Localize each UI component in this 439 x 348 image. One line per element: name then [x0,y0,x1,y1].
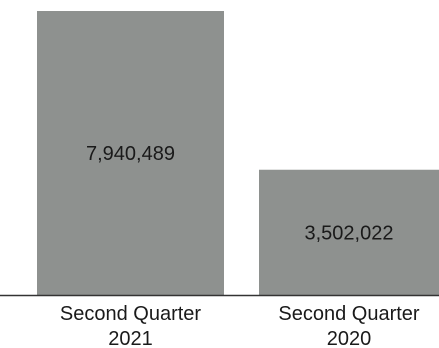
bar-1 [259,169,439,295]
bar-value-label-0: 7,940,489 [86,143,175,165]
bar-0 [37,11,224,295]
category-label-1-line-0: Second Quarter [278,303,420,325]
category-label-0-line-1: 2021 [108,328,153,348]
bar-value-label-1: 3,502,022 [305,222,394,244]
category-label-0-line-0: Second Quarter [60,303,202,325]
category-label-1-line-1: 2020 [327,328,372,348]
